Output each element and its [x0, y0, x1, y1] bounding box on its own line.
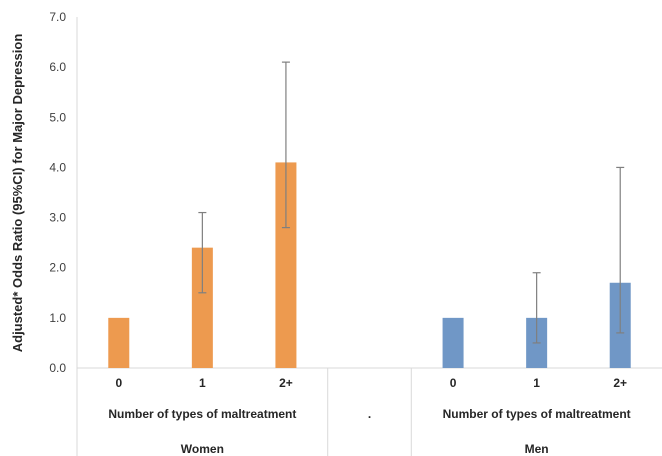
x-outer-label: Men [525, 442, 549, 456]
error-bar [532, 272, 541, 344]
x-category-label: 0 [450, 376, 457, 390]
x-axis-categories: 0 1 2+ 0 1 2+ [115, 376, 627, 390]
x-axis-outer-labels: Women Men [181, 442, 549, 456]
y-tick-label: 1.0 [49, 311, 66, 325]
bar [108, 317, 130, 368]
x-category-label: 0 [115, 376, 122, 390]
error-bar [198, 211, 207, 294]
y-tick-label: 7.0 [49, 10, 66, 24]
y-tick-label: 3.0 [49, 211, 66, 225]
x-group-label: Number of types of maltreatment [108, 407, 296, 421]
x-group-label: . [368, 407, 371, 421]
error-bars [198, 61, 625, 344]
bar [275, 162, 297, 368]
axis-frame [76, 17, 662, 456]
y-axis-label: Adjusted* Odds Ratio (95%CI) for Major D… [10, 34, 25, 353]
x-group-label: Number of types of maltreatment [443, 407, 631, 421]
x-category-label: 1 [199, 376, 206, 390]
y-tick-label: 0.0 [49, 361, 66, 375]
y-tick-label: 5.0 [49, 110, 66, 124]
bar [442, 317, 464, 368]
x-outer-label: Women [181, 442, 224, 456]
bars [108, 162, 631, 368]
y-tick-label: 2.0 [49, 261, 66, 275]
x-axis-group-labels: Number of types of maltreatment. Number o… [108, 407, 630, 421]
x-category-label: 2+ [279, 376, 293, 390]
y-tick-label: 4.0 [49, 160, 66, 174]
bar [191, 247, 213, 368]
error-bar [281, 61, 290, 229]
x-category-label: 2+ [613, 376, 627, 390]
error-bar [616, 166, 625, 334]
y-axis-ticks: 0.0 1.0 2.0 3.0 4.0 5.0 6.0 7.0 [49, 10, 66, 375]
x-category-label: 1 [533, 376, 540, 390]
y-tick-label: 6.0 [49, 60, 66, 74]
